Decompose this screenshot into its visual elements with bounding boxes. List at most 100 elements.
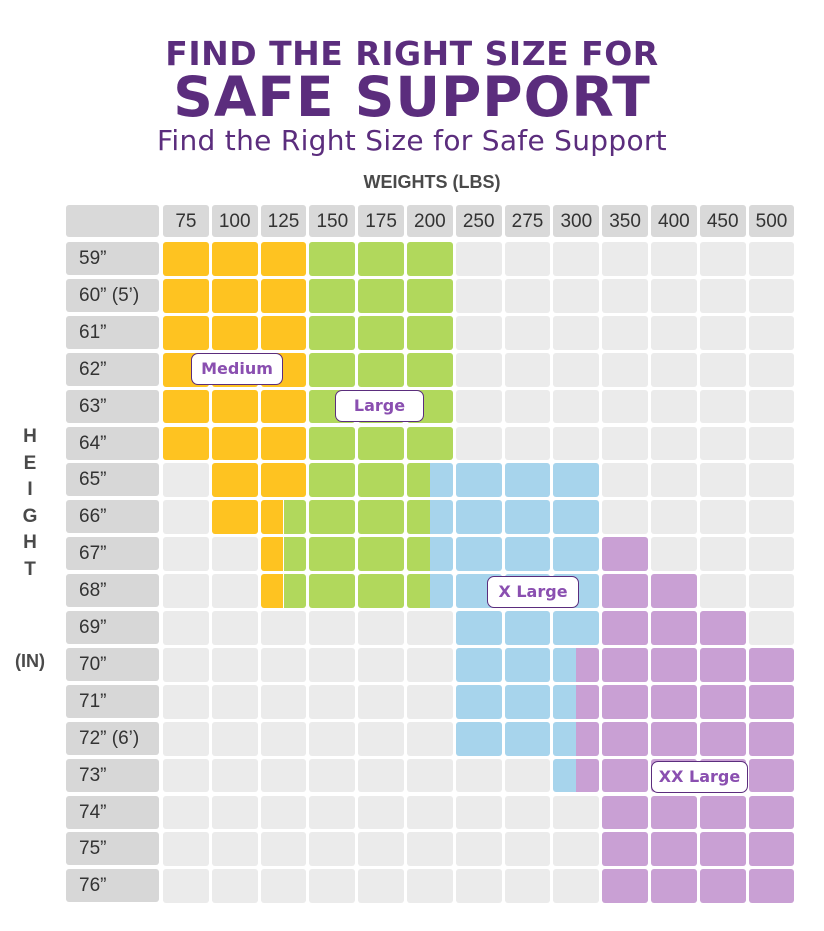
- empty-cell: [602, 352, 648, 387]
- split-size-cell: [429, 537, 453, 572]
- size-cell: [407, 315, 453, 350]
- size-cell: [504, 721, 551, 756]
- empty-cell: [699, 315, 746, 350]
- size-cell: [455, 500, 502, 535]
- weight-header: 125: [260, 205, 307, 237]
- size-cell: [260, 242, 307, 276]
- empty-cell: [407, 684, 453, 719]
- size-cell: [163, 242, 209, 276]
- size-cell: [602, 795, 648, 830]
- empty-cell: [309, 869, 356, 904]
- weight-header: 250: [455, 205, 502, 237]
- weight-header: 175: [358, 205, 404, 237]
- empty-cell: [358, 721, 404, 756]
- empty-cell: [358, 832, 404, 867]
- size-cell: [699, 647, 746, 682]
- empty-cell: [699, 537, 746, 572]
- empty-cell: [358, 795, 404, 830]
- size-cell: [748, 869, 795, 904]
- size-label-badge: X Large: [487, 576, 579, 608]
- empty-cell: [651, 352, 697, 387]
- size-label-badge: Medium: [191, 353, 283, 385]
- empty-cell: [602, 389, 648, 424]
- empty-cell: [211, 721, 258, 756]
- empty-cell: [553, 869, 600, 904]
- size-cell: [211, 242, 258, 276]
- weight-header: 500: [748, 205, 795, 237]
- empty-cell: [163, 611, 209, 645]
- empty-cell: [748, 537, 795, 572]
- empty-cell: [553, 242, 600, 276]
- empty-cell: [163, 463, 209, 498]
- weight-header: 275: [504, 205, 551, 237]
- empty-cell: [211, 869, 258, 904]
- size-cell: [358, 537, 404, 572]
- empty-cell: [407, 611, 453, 645]
- height-label: 69”: [66, 611, 159, 644]
- size-cell: [455, 647, 502, 682]
- size-cell: [602, 869, 648, 904]
- empty-cell: [651, 463, 697, 498]
- empty-cell: [748, 500, 795, 535]
- empty-cell: [260, 684, 307, 719]
- empty-cell: [504, 278, 551, 313]
- empty-cell: [602, 278, 648, 313]
- empty-cell: [163, 832, 209, 867]
- size-cell: [699, 869, 746, 904]
- empty-cell: [748, 463, 795, 498]
- empty-cell: [260, 721, 307, 756]
- empty-cell: [309, 684, 356, 719]
- size-cell: [358, 463, 404, 498]
- x-axis-title: WEIGHTS (LBS): [363, 172, 501, 192]
- empty-cell: [163, 721, 209, 756]
- empty-cell: [163, 500, 209, 535]
- size-cell: [211, 463, 258, 498]
- empty-cell: [163, 758, 209, 793]
- empty-cell: [651, 537, 697, 572]
- empty-cell: [651, 242, 697, 276]
- size-cell: [602, 721, 648, 756]
- empty-cell: [553, 315, 600, 350]
- empty-cell: [455, 315, 502, 350]
- empty-cell: [504, 389, 551, 424]
- size-cell: [309, 315, 356, 350]
- empty-cell: [455, 242, 502, 276]
- weight-header: 400: [651, 205, 697, 237]
- size-cell: [163, 426, 209, 461]
- weight-header: 350: [602, 205, 648, 237]
- size-cell: [699, 684, 746, 719]
- height-label: 63”: [66, 389, 159, 423]
- size-cell: [602, 758, 648, 793]
- empty-cell: [651, 389, 697, 424]
- empty-cell: [407, 832, 453, 867]
- empty-cell: [699, 574, 746, 608]
- empty-cell: [699, 352, 746, 387]
- size-cell: [358, 352, 404, 387]
- empty-cell: [748, 315, 795, 350]
- subtitle: Find the Right Size for Safe Support: [157, 124, 667, 157]
- empty-cell: [309, 721, 356, 756]
- empty-cell: [504, 426, 551, 461]
- height-label: 71”: [66, 684, 159, 718]
- empty-cell: [260, 795, 307, 830]
- size-cell: [748, 758, 795, 793]
- empty-cell: [358, 758, 404, 793]
- empty-cell: [455, 795, 502, 830]
- split-size-cell: [429, 574, 453, 608]
- title-line-2: SAFE SUPPORT: [173, 65, 651, 129]
- empty-cell: [504, 832, 551, 867]
- split-size-cell: [283, 537, 307, 572]
- empty-cell: [358, 869, 404, 904]
- empty-cell: [748, 352, 795, 387]
- size-cell: [455, 721, 502, 756]
- size-cell: [309, 500, 356, 535]
- y-axis-letter: H: [23, 426, 37, 447]
- empty-cell: [651, 315, 697, 350]
- size-cell: [309, 574, 356, 608]
- height-label: 60” (5’): [66, 278, 159, 312]
- height-label: 62”: [66, 352, 159, 386]
- weight-header: 150: [309, 205, 356, 237]
- empty-cell: [211, 647, 258, 682]
- height-label: 72” (6’): [66, 721, 159, 755]
- height-label: 75”: [66, 832, 159, 866]
